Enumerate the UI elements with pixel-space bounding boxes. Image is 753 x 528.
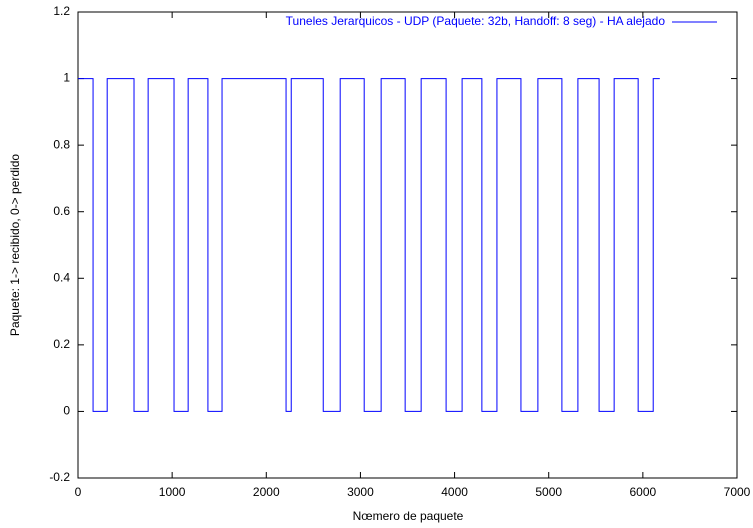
y-axis-label: Paquete: 1-> recibido, 0-> perdido: [8, 154, 22, 336]
x-tick-label: 2000: [253, 485, 280, 499]
x-axis-label: Nœmero de paquete: [353, 509, 464, 523]
x-tick-label: 6000: [630, 485, 657, 499]
data-line: [78, 78, 660, 412]
x-tick-label: 0: [75, 485, 82, 499]
x-tick-label: 7000: [724, 485, 751, 499]
x-tick-label: 5000: [535, 485, 562, 499]
x-tick-label: 1000: [159, 485, 186, 499]
y-tick-label: 0: [63, 404, 70, 418]
y-tick-label: 0.8: [53, 137, 70, 151]
y-tick-label: 0.6: [53, 204, 70, 218]
y-tick-label: 1.2: [53, 4, 70, 18]
y-tick-label: 0.2: [53, 337, 70, 351]
y-tick-label: 0.4: [53, 270, 70, 284]
plot-border: [77, 11, 738, 479]
x-tick-label: 3000: [347, 485, 374, 499]
y-tick-label: -0.2: [49, 470, 70, 484]
legend-label: Tuneles Jerarquicos - UDP (Paquete: 32b,…: [286, 14, 666, 28]
y-tick-label: 1: [63, 71, 70, 85]
x-tick-label: 4000: [441, 485, 468, 499]
